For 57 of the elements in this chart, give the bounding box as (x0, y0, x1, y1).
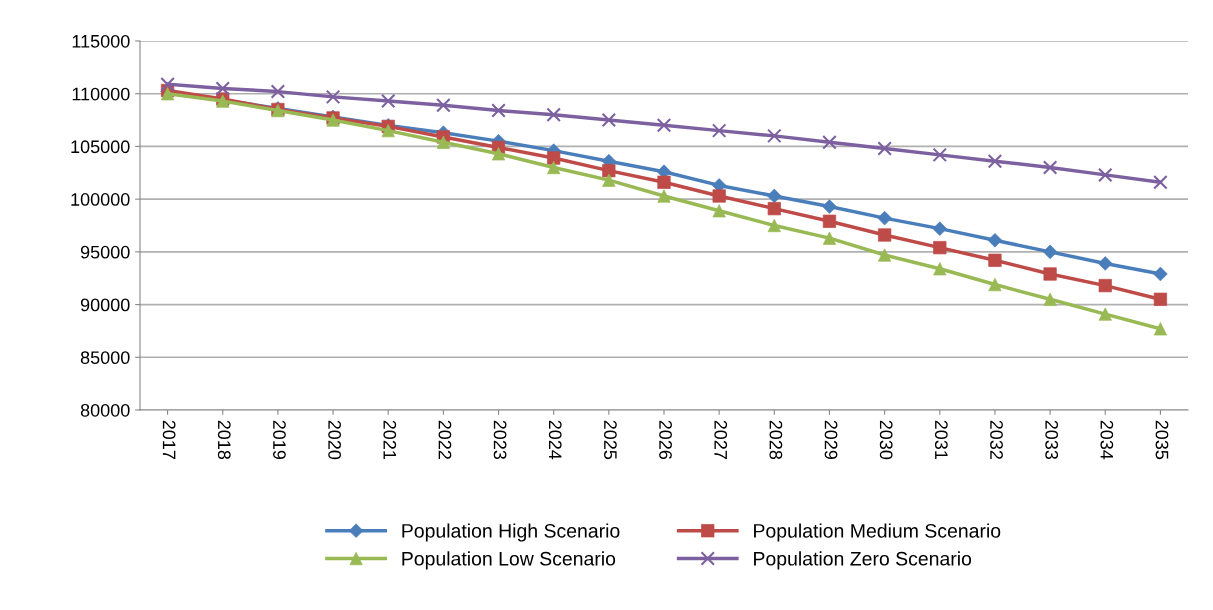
point (1098, 256, 1113, 271)
point (822, 214, 837, 228)
x-tick-label: 2020 (328, 420, 341, 460)
x-tick-label: 2027 (714, 420, 728, 459)
point (987, 153, 1003, 169)
point (1098, 278, 1112, 293)
point (1042, 160, 1058, 175)
point (987, 233, 1003, 248)
y-tick-label: 105000 (71, 140, 130, 154)
x-tick-label: 2023 (493, 420, 507, 460)
x-tick-label: 2026 (659, 420, 672, 460)
legend-label: Population Medium Scenario (754, 523, 1001, 542)
point (491, 103, 506, 118)
y-tick-label: 100000 (71, 193, 130, 206)
x-tick-label: 2035 (1155, 420, 1169, 460)
point (932, 147, 948, 163)
x-tick-label: 2028 (769, 420, 783, 460)
y-tick-label: 85000 (80, 351, 130, 365)
point (1153, 174, 1168, 190)
x-tick-label: 2025 (604, 420, 617, 460)
point (546, 107, 561, 123)
x-tick-label: 2021 (383, 420, 397, 460)
y-tick-label: 90000 (80, 298, 130, 312)
point (1097, 167, 1113, 183)
point (878, 228, 892, 242)
point (932, 221, 948, 236)
point (436, 98, 451, 113)
point (877, 141, 892, 156)
x-tick-label: 2033 (1045, 420, 1059, 460)
legend-label: Population Zero Scenario (754, 551, 972, 570)
x-tick-label: 2024 (548, 420, 562, 460)
legend-label: Population High Scenario (402, 523, 620, 542)
x-tick-label: 2034 (1100, 420, 1114, 460)
x-tick-label: 2030 (879, 420, 893, 460)
x-tick-label: 2022 (438, 420, 452, 459)
x-tick-label: 2029 (824, 420, 838, 460)
y-tick-label: 110000 (72, 87, 130, 101)
y-tick-label: 80000 (80, 403, 130, 417)
legend-label: Population Low Scenario (402, 551, 616, 570)
point (711, 123, 727, 138)
point (215, 81, 231, 96)
point (380, 93, 396, 109)
y-tick-label: 115000 (72, 34, 130, 48)
point (767, 128, 782, 144)
point (160, 76, 175, 92)
point (325, 89, 341, 105)
point (656, 118, 672, 133)
point (270, 84, 286, 99)
x-tick-label: 2017 (162, 420, 176, 459)
x-tick-label: 2019 (273, 420, 286, 460)
y-tick-label: 95000 (80, 245, 130, 259)
x-tick-label: 2032 (990, 420, 1003, 459)
x-tick-label: 2018 (217, 420, 231, 460)
point (1153, 292, 1168, 306)
point (822, 134, 837, 150)
x-tick-label: 2031 (934, 420, 948, 460)
point (601, 112, 617, 128)
